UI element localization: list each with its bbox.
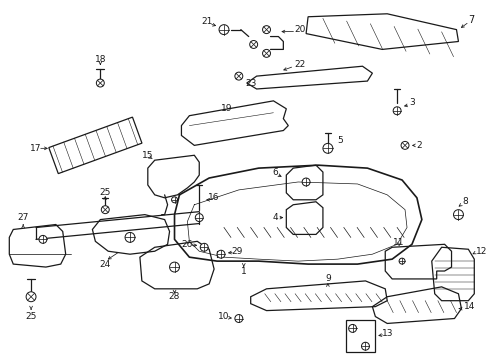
Text: 14: 14 bbox=[465, 302, 476, 311]
Circle shape bbox=[235, 315, 243, 323]
Text: 17: 17 bbox=[30, 144, 42, 153]
Text: 20: 20 bbox=[294, 25, 306, 34]
Circle shape bbox=[250, 41, 258, 48]
Text: 23: 23 bbox=[245, 78, 256, 87]
Text: 11: 11 bbox=[393, 238, 405, 247]
Circle shape bbox=[454, 210, 464, 220]
Circle shape bbox=[263, 49, 270, 57]
Text: 19: 19 bbox=[221, 104, 233, 113]
Text: 10: 10 bbox=[218, 312, 230, 321]
Text: 29: 29 bbox=[231, 247, 243, 256]
Circle shape bbox=[235, 72, 243, 80]
Text: 5: 5 bbox=[337, 136, 343, 145]
Circle shape bbox=[302, 178, 310, 186]
Text: 18: 18 bbox=[95, 55, 106, 64]
Circle shape bbox=[39, 235, 47, 243]
Circle shape bbox=[401, 141, 409, 149]
Circle shape bbox=[399, 258, 405, 264]
Circle shape bbox=[217, 250, 225, 258]
Text: 2: 2 bbox=[416, 141, 422, 150]
Text: 21: 21 bbox=[201, 17, 213, 26]
Text: 9: 9 bbox=[325, 274, 331, 283]
Circle shape bbox=[219, 25, 229, 35]
Circle shape bbox=[172, 197, 177, 203]
Text: 25: 25 bbox=[25, 312, 37, 321]
Text: 12: 12 bbox=[476, 247, 488, 256]
Text: 7: 7 bbox=[468, 15, 474, 25]
Text: 25: 25 bbox=[99, 188, 111, 197]
Circle shape bbox=[97, 79, 104, 87]
Text: 15: 15 bbox=[142, 151, 153, 160]
Circle shape bbox=[101, 206, 109, 213]
Circle shape bbox=[323, 143, 333, 153]
Text: 13: 13 bbox=[382, 329, 393, 338]
Circle shape bbox=[170, 262, 179, 272]
Circle shape bbox=[349, 324, 357, 332]
Circle shape bbox=[196, 213, 203, 221]
Text: 8: 8 bbox=[463, 197, 468, 206]
Circle shape bbox=[200, 243, 208, 251]
Circle shape bbox=[263, 26, 270, 33]
Circle shape bbox=[26, 292, 36, 302]
Text: 27: 27 bbox=[18, 213, 29, 222]
Circle shape bbox=[393, 107, 401, 115]
Circle shape bbox=[125, 233, 135, 242]
Text: 28: 28 bbox=[169, 292, 180, 301]
Text: 3: 3 bbox=[409, 98, 415, 107]
Text: 6: 6 bbox=[272, 168, 278, 177]
Text: 22: 22 bbox=[294, 60, 306, 69]
Text: 26: 26 bbox=[182, 240, 193, 249]
Text: 1: 1 bbox=[241, 266, 246, 275]
Circle shape bbox=[362, 342, 369, 350]
Text: 16: 16 bbox=[208, 193, 220, 202]
Text: 24: 24 bbox=[99, 260, 111, 269]
Text: 4: 4 bbox=[272, 213, 278, 222]
